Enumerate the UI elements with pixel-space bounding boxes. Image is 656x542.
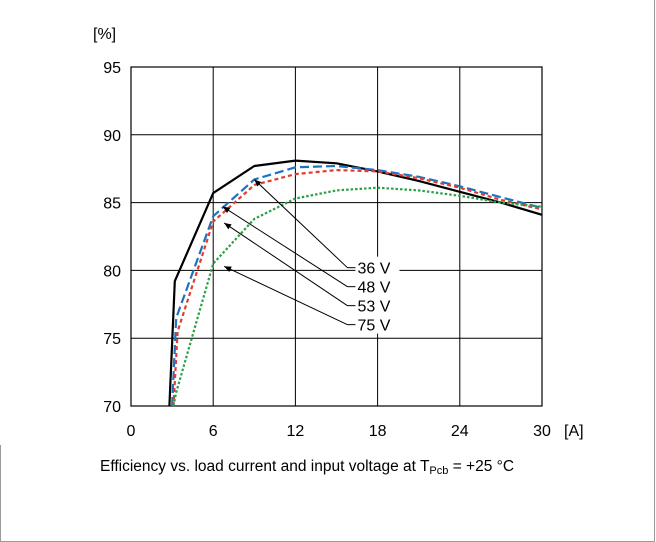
annotation-arrow-2	[224, 222, 232, 230]
annotation-leader-2	[223, 222, 348, 307]
y-unit-label: [%]	[93, 26, 116, 43]
series-line-48v	[171, 164, 543, 407]
y-tick-label-4: 90	[103, 128, 121, 145]
annotation-arrow-1	[222, 206, 231, 213]
chart-caption: Efficiency vs. load current and input vo…	[100, 458, 514, 477]
annotation-arrow-0	[254, 179, 262, 187]
annotation-arrow-3	[224, 266, 232, 273]
annotation-bg-0	[355, 256, 400, 277]
series-layer	[168, 159, 543, 407]
axis-layer: 0 6 12 18 24 30 70 75 80 85 90 95 [A] [%]	[93, 26, 584, 440]
annotation-label-0: 36 V	[357, 261, 390, 278]
annotation-leader-1	[222, 206, 348, 288]
caption-suffix: = +25 °C	[448, 458, 515, 475]
annotation-bg-2	[355, 294, 400, 315]
y-tick-label-3: 85	[103, 196, 121, 213]
series-line-36v	[168, 159, 543, 407]
series-line-75v	[172, 186, 543, 407]
plot-border	[130, 66, 543, 407]
frame-left-rule	[0, 445, 1, 542]
x-tick-label-5: 30	[533, 423, 551, 440]
annotation-leader-0	[253, 179, 348, 269]
annotation-bg-3	[355, 313, 400, 334]
annotation-label-1: 48 V	[357, 280, 390, 297]
x-unit-label: [A]	[564, 423, 584, 440]
x-tick-label-4: 24	[451, 423, 469, 440]
annotation-leader-3	[223, 265, 348, 326]
caption-prefix: Efficiency vs. load current and input vo…	[100, 458, 430, 475]
caption-subscript: Pcb	[429, 465, 449, 477]
annotation-label-3: 75 V	[357, 318, 390, 335]
y-tick-label-5: 95	[103, 60, 121, 77]
x-tick-label-0: 0	[127, 423, 136, 440]
y-tick-label-1: 75	[103, 331, 121, 348]
annotation-label-2: 53 V	[357, 299, 390, 316]
y-tick-label-0: 70	[103, 399, 121, 416]
efficiency-chart: 36 V 48 V 53 V 75 V 0 6 12 18 24 30 70 75 80 85 90 95 […	[93, 26, 584, 440]
annotation-layer: 36 V 48 V 53 V 75 V	[222, 179, 400, 335]
x-tick-label-3: 18	[369, 423, 387, 440]
annotation-bg-1	[355, 275, 400, 296]
y-tick-label-2: 80	[103, 263, 121, 280]
chart-grid	[130, 66, 543, 407]
x-tick-label-1: 6	[209, 423, 218, 440]
x-tick-label-2: 12	[287, 423, 305, 440]
